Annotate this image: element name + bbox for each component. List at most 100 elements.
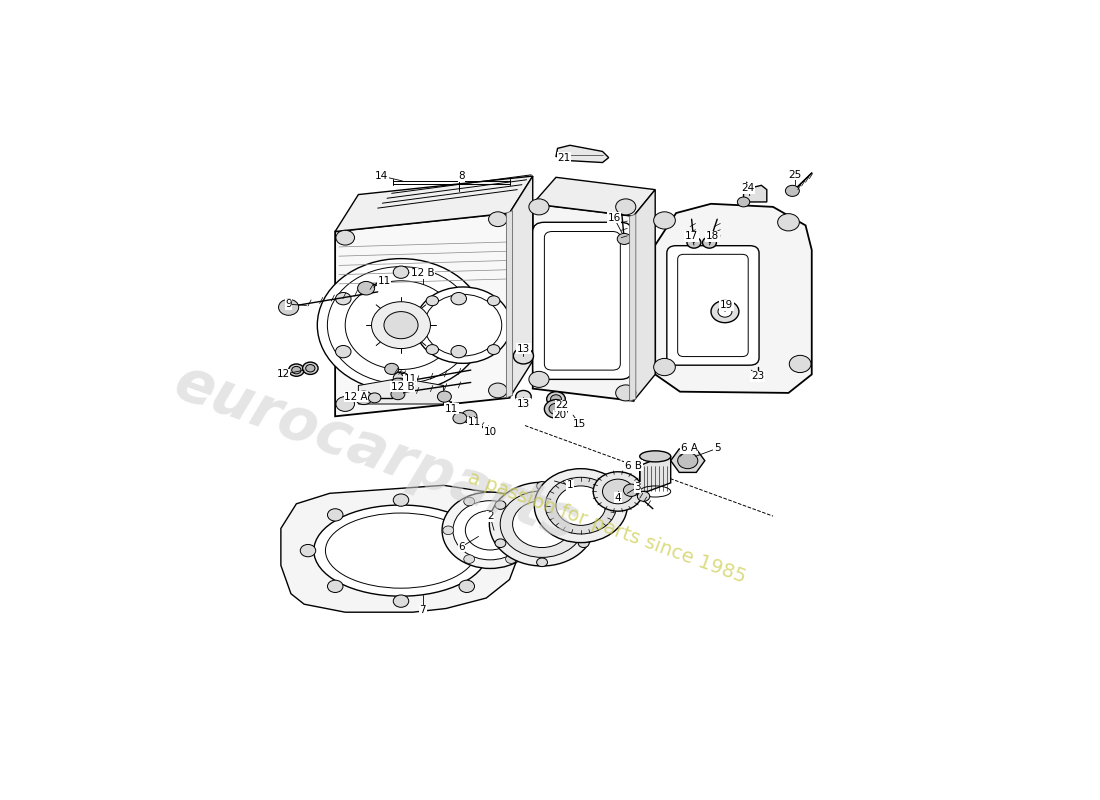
Polygon shape xyxy=(336,213,509,416)
Circle shape xyxy=(390,378,405,390)
Text: 12 B: 12 B xyxy=(411,269,434,278)
Circle shape xyxy=(490,482,595,566)
Circle shape xyxy=(529,371,549,387)
Circle shape xyxy=(579,501,590,510)
Circle shape xyxy=(464,554,474,563)
Text: 11: 11 xyxy=(377,276,390,286)
Circle shape xyxy=(549,403,563,414)
Circle shape xyxy=(556,486,606,526)
Polygon shape xyxy=(509,176,532,398)
Text: 6 B: 6 B xyxy=(625,461,642,470)
Text: 5: 5 xyxy=(714,443,720,454)
Text: a passion for parts since 1985: a passion for parts since 1985 xyxy=(464,468,748,586)
Circle shape xyxy=(464,497,474,506)
Circle shape xyxy=(453,501,527,560)
Circle shape xyxy=(358,282,375,295)
Circle shape xyxy=(415,287,512,363)
Text: 21: 21 xyxy=(557,153,571,162)
Circle shape xyxy=(336,230,354,245)
Text: 12: 12 xyxy=(276,370,289,379)
Circle shape xyxy=(438,391,451,402)
Circle shape xyxy=(390,389,405,400)
Circle shape xyxy=(617,234,631,245)
Circle shape xyxy=(487,296,499,306)
Circle shape xyxy=(785,186,800,197)
Ellipse shape xyxy=(314,505,488,596)
Text: 19: 19 xyxy=(719,301,733,310)
Text: 4: 4 xyxy=(615,493,622,502)
Circle shape xyxy=(336,346,351,358)
Circle shape xyxy=(453,413,466,424)
Circle shape xyxy=(711,301,739,322)
Text: 18: 18 xyxy=(706,231,719,242)
Circle shape xyxy=(603,479,634,504)
Circle shape xyxy=(506,554,517,563)
Circle shape xyxy=(459,509,474,521)
Circle shape xyxy=(778,214,800,231)
Circle shape xyxy=(443,526,453,534)
Circle shape xyxy=(551,394,561,403)
Polygon shape xyxy=(336,176,532,231)
Circle shape xyxy=(442,492,538,569)
Text: 22: 22 xyxy=(556,400,569,410)
Circle shape xyxy=(537,558,548,566)
Text: 11: 11 xyxy=(468,418,482,427)
Circle shape xyxy=(624,484,639,496)
Text: 23: 23 xyxy=(751,371,764,382)
Circle shape xyxy=(336,293,351,305)
Text: 2: 2 xyxy=(487,511,494,521)
Text: 11: 11 xyxy=(444,404,458,414)
Circle shape xyxy=(292,366,301,374)
Circle shape xyxy=(385,363,398,374)
Circle shape xyxy=(459,580,474,593)
FancyBboxPatch shape xyxy=(532,222,631,379)
Text: 13: 13 xyxy=(517,399,530,409)
Circle shape xyxy=(495,501,506,510)
Circle shape xyxy=(384,311,418,338)
Circle shape xyxy=(288,364,304,376)
Circle shape xyxy=(529,199,549,215)
Text: 24: 24 xyxy=(741,183,755,194)
Text: 6 A: 6 A xyxy=(681,443,697,454)
Circle shape xyxy=(495,539,506,547)
Circle shape xyxy=(544,400,568,418)
Text: 25: 25 xyxy=(788,170,801,180)
Circle shape xyxy=(394,494,409,506)
Circle shape xyxy=(300,545,316,557)
Circle shape xyxy=(513,501,572,547)
Circle shape xyxy=(328,509,343,521)
Text: 6: 6 xyxy=(458,542,465,552)
Text: 8: 8 xyxy=(458,171,465,181)
Circle shape xyxy=(372,302,430,349)
Circle shape xyxy=(616,199,636,215)
Text: 1: 1 xyxy=(566,480,573,490)
Circle shape xyxy=(488,383,507,398)
Circle shape xyxy=(546,478,616,534)
Circle shape xyxy=(488,212,507,226)
Circle shape xyxy=(653,212,675,229)
Text: 13: 13 xyxy=(517,343,530,354)
Polygon shape xyxy=(629,214,636,401)
Circle shape xyxy=(527,526,538,534)
Polygon shape xyxy=(640,456,671,491)
Text: 3: 3 xyxy=(634,482,640,492)
Polygon shape xyxy=(359,378,443,404)
Circle shape xyxy=(500,491,584,558)
Polygon shape xyxy=(280,486,521,612)
Text: eurocarparts: eurocarparts xyxy=(167,354,585,553)
Text: 17: 17 xyxy=(685,231,698,242)
Circle shape xyxy=(516,390,531,402)
Circle shape xyxy=(688,237,701,248)
Circle shape xyxy=(514,348,534,364)
Polygon shape xyxy=(556,146,608,162)
Text: 12 A: 12 A xyxy=(344,392,367,402)
Circle shape xyxy=(506,497,517,506)
Circle shape xyxy=(302,362,318,374)
Circle shape xyxy=(535,469,627,542)
Circle shape xyxy=(451,293,466,305)
Circle shape xyxy=(328,580,343,593)
Text: 14: 14 xyxy=(375,171,388,181)
Circle shape xyxy=(487,345,499,354)
Circle shape xyxy=(355,391,372,405)
Circle shape xyxy=(368,393,381,402)
